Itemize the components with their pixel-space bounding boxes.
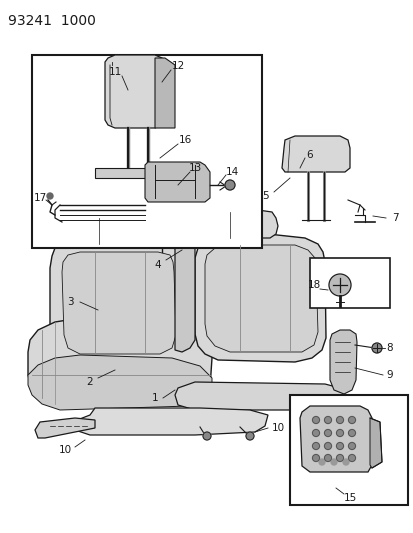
Circle shape — [312, 455, 319, 462]
Text: 5: 5 — [262, 191, 269, 201]
Polygon shape — [95, 168, 154, 178]
Text: 93241  1000: 93241 1000 — [8, 14, 96, 28]
Text: 4: 4 — [154, 260, 161, 270]
Text: 15: 15 — [342, 493, 356, 503]
Text: 10: 10 — [271, 423, 284, 433]
Polygon shape — [62, 252, 176, 354]
Circle shape — [328, 274, 350, 296]
Text: 2: 2 — [86, 377, 93, 387]
Circle shape — [47, 193, 53, 199]
Circle shape — [312, 430, 319, 437]
Polygon shape — [329, 330, 356, 394]
Circle shape — [371, 343, 381, 353]
Circle shape — [336, 416, 343, 424]
Circle shape — [202, 432, 211, 440]
Text: 1: 1 — [151, 393, 158, 403]
Text: 10: 10 — [58, 445, 71, 455]
Polygon shape — [35, 418, 95, 438]
Circle shape — [348, 442, 355, 449]
Bar — [309, 258, 389, 308]
Circle shape — [324, 455, 331, 462]
Circle shape — [312, 416, 319, 424]
Text: 8: 8 — [386, 343, 392, 353]
Circle shape — [245, 432, 254, 440]
Text: 12: 12 — [171, 61, 184, 71]
Bar — [289, 395, 407, 505]
Text: 18: 18 — [306, 280, 320, 290]
Polygon shape — [145, 162, 209, 202]
Circle shape — [312, 442, 319, 449]
Bar — [32, 55, 261, 248]
Circle shape — [330, 459, 336, 465]
Circle shape — [324, 442, 331, 449]
Polygon shape — [105, 55, 165, 128]
Text: 14: 14 — [225, 167, 238, 177]
Polygon shape — [281, 136, 349, 172]
Circle shape — [336, 430, 343, 437]
Polygon shape — [195, 232, 325, 362]
Circle shape — [348, 455, 355, 462]
Text: 17: 17 — [33, 193, 47, 203]
Text: 11: 11 — [108, 67, 121, 77]
Polygon shape — [28, 355, 211, 410]
Text: 9: 9 — [386, 370, 392, 380]
Circle shape — [224, 180, 235, 190]
Polygon shape — [219, 210, 277, 238]
Text: 7: 7 — [391, 213, 397, 223]
Circle shape — [336, 455, 343, 462]
Polygon shape — [369, 418, 381, 468]
Polygon shape — [50, 238, 182, 364]
Circle shape — [318, 459, 324, 465]
Circle shape — [336, 442, 343, 449]
Polygon shape — [154, 58, 175, 128]
Polygon shape — [90, 216, 153, 244]
Polygon shape — [28, 318, 211, 408]
Polygon shape — [72, 408, 267, 435]
Circle shape — [324, 430, 331, 437]
Polygon shape — [299, 406, 371, 472]
Polygon shape — [204, 245, 317, 352]
Circle shape — [348, 416, 355, 424]
Text: 13: 13 — [188, 163, 201, 173]
Circle shape — [324, 416, 331, 424]
Text: 3: 3 — [66, 297, 73, 307]
Circle shape — [348, 430, 355, 437]
Circle shape — [342, 459, 348, 465]
Text: 16: 16 — [178, 135, 191, 145]
Polygon shape — [175, 382, 344, 410]
Polygon shape — [175, 232, 195, 352]
Text: 6: 6 — [306, 150, 313, 160]
